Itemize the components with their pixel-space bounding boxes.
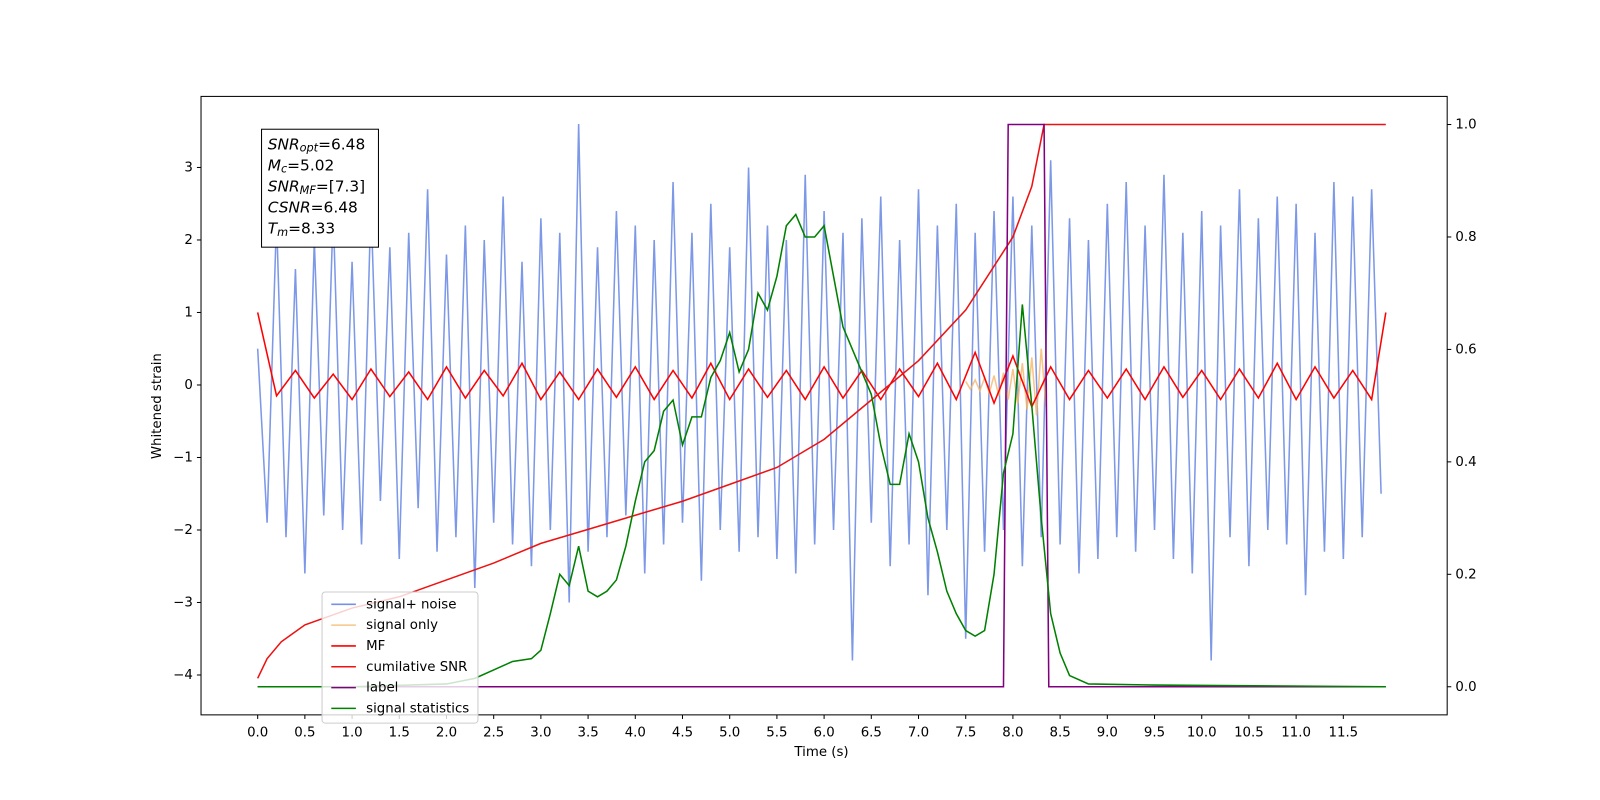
y-axis-label: Whitened strain [150, 353, 165, 459]
x-tick-label: 0.5 [294, 725, 315, 740]
annotation-symbol: SNR [268, 177, 300, 195]
x-tick-label: 11.0 [1281, 725, 1311, 740]
y2-tick-label: 0.8 [1455, 230, 1476, 245]
annotation-value: =8.33 [288, 219, 335, 237]
legend-label: cumilative SNR [366, 660, 467, 675]
annotation: SNRopt=6.48Mc=5.02SNRMF=[7.3]CSNR=6.48Tm… [261, 128, 379, 248]
annotation-line: CSNR=6.48 [268, 198, 358, 216]
x-tick-label: 3.0 [530, 725, 551, 740]
annotation-value: =5.02 [287, 156, 334, 174]
annotation-box [261, 128, 379, 248]
annotation-symbol: T [268, 219, 279, 237]
y2-tick-label: 0.6 [1455, 342, 1476, 357]
y2-tick-label: 0.4 [1455, 455, 1476, 470]
y-tick-label: −4 [173, 668, 193, 683]
y-tick-label: −2 [173, 523, 193, 538]
y-tick-label: −1 [173, 450, 193, 465]
x-tick-label: 7.5 [955, 725, 976, 740]
x-tick-label: 10.0 [1187, 725, 1217, 740]
y-tick-label: 0 [184, 378, 192, 393]
annotation-line: SNRopt=6.48 [268, 135, 366, 155]
annotation-subscript: c [281, 163, 288, 176]
annotation-value: =6.48 [311, 198, 358, 216]
annotation-subscript: MF [300, 184, 317, 197]
y-tick-label: 1 [184, 305, 192, 320]
y-tick-label: 2 [184, 233, 192, 248]
x-tick-label: 0.0 [247, 725, 268, 740]
annotation-symbol: CSNR [268, 198, 311, 216]
axes-frame [200, 95, 1448, 716]
series-line [257, 123, 1386, 688]
annotation-value: =[7.3] [316, 177, 365, 195]
x-tick-label: 8.5 [1050, 725, 1071, 740]
x-tick-label: 9.5 [1144, 725, 1165, 740]
x-tick-label: 2.0 [436, 725, 457, 740]
x-tick-label: 4.5 [672, 725, 693, 740]
x-tick-label: 1.5 [389, 725, 410, 740]
legend-label: signal statistics [366, 701, 469, 716]
annotation-line: SNRMF=[7.3] [268, 177, 366, 197]
y-tick-label: −3 [173, 595, 193, 610]
annotation-subscript: opt [300, 142, 319, 155]
series-line [256, 312, 1387, 409]
x-tick-label: 6.0 [814, 725, 835, 740]
x-tick-label: 10.5 [1234, 725, 1264, 740]
series-line [256, 123, 1382, 661]
x-axis-label: Time (s) [793, 745, 848, 760]
legend-label: signal+ noise [366, 597, 456, 612]
legend-label: MF [366, 639, 385, 654]
annotation-value: =6.48 [318, 135, 365, 153]
y2-tick-label: 0.2 [1455, 567, 1476, 582]
y2-tick-label: 0.0 [1455, 680, 1476, 695]
x-tick-label: 8.0 [1002, 725, 1023, 740]
x-tick-label: 5.0 [719, 725, 740, 740]
series-line [257, 213, 1386, 688]
x-tick-label: 7.0 [908, 725, 929, 740]
x-tick-label: 1.0 [341, 725, 362, 740]
legend-label: label [366, 681, 398, 696]
x-tick-label: 4.0 [625, 725, 646, 740]
x-tick-label: 6.5 [861, 725, 882, 740]
annotation-symbol: M [268, 156, 281, 174]
annotation-symbol: SNR [268, 135, 300, 153]
x-tick-label: 2.5 [483, 725, 504, 740]
legend: signal+ noise signal only MF cumilative SNR… [321, 591, 479, 724]
x-tick-label: 3.5 [577, 725, 598, 740]
y-tick-label: 3 [184, 160, 192, 175]
legend-frame [321, 591, 479, 724]
annotation-subscript: m [277, 226, 288, 239]
y2-tick-label: 1.0 [1455, 118, 1476, 133]
x-tick-label: 11.5 [1328, 725, 1358, 740]
annotation-line: Mc=5.02 [268, 156, 335, 176]
legend-label: signal only [366, 618, 438, 633]
x-tick-label: 9.0 [1097, 725, 1118, 740]
x-tick-label: 5.5 [766, 725, 787, 740]
annotation-line: Tm=8.33 [268, 219, 336, 239]
